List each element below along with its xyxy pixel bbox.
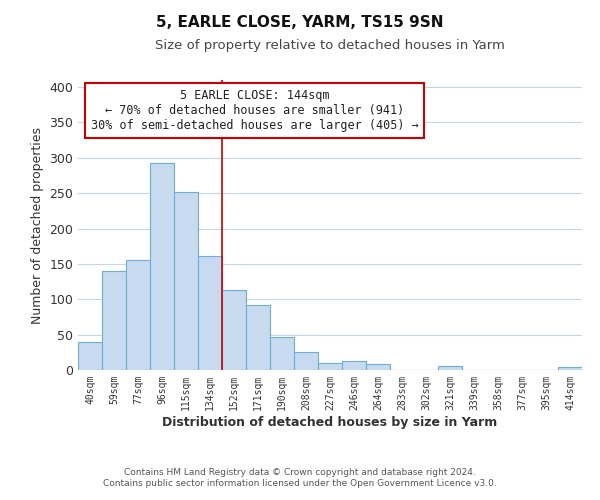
Bar xyxy=(294,352,318,370)
Bar xyxy=(366,364,390,370)
Text: 5, EARLE CLOSE, YARM, TS15 9SN: 5, EARLE CLOSE, YARM, TS15 9SN xyxy=(156,15,444,30)
X-axis label: Distribution of detached houses by size in Yarm: Distribution of detached houses by size … xyxy=(163,416,497,428)
Bar xyxy=(222,290,246,370)
Bar xyxy=(558,367,582,370)
Bar xyxy=(342,361,366,370)
Bar xyxy=(270,338,294,370)
Title: Size of property relative to detached houses in Yarm: Size of property relative to detached ho… xyxy=(155,40,505,52)
Bar xyxy=(126,260,150,370)
Bar xyxy=(174,192,198,370)
Y-axis label: Number of detached properties: Number of detached properties xyxy=(31,126,44,324)
Bar xyxy=(78,342,102,370)
Bar xyxy=(102,271,126,370)
Bar xyxy=(150,164,174,370)
Text: 5 EARLE CLOSE: 144sqm
← 70% of detached houses are smaller (941)
30% of semi-det: 5 EARLE CLOSE: 144sqm ← 70% of detached … xyxy=(91,88,418,132)
Bar xyxy=(198,256,222,370)
Bar xyxy=(246,305,270,370)
Bar xyxy=(318,363,342,370)
Text: Contains HM Land Registry data © Crown copyright and database right 2024.
Contai: Contains HM Land Registry data © Crown c… xyxy=(103,468,497,487)
Bar xyxy=(438,366,462,370)
